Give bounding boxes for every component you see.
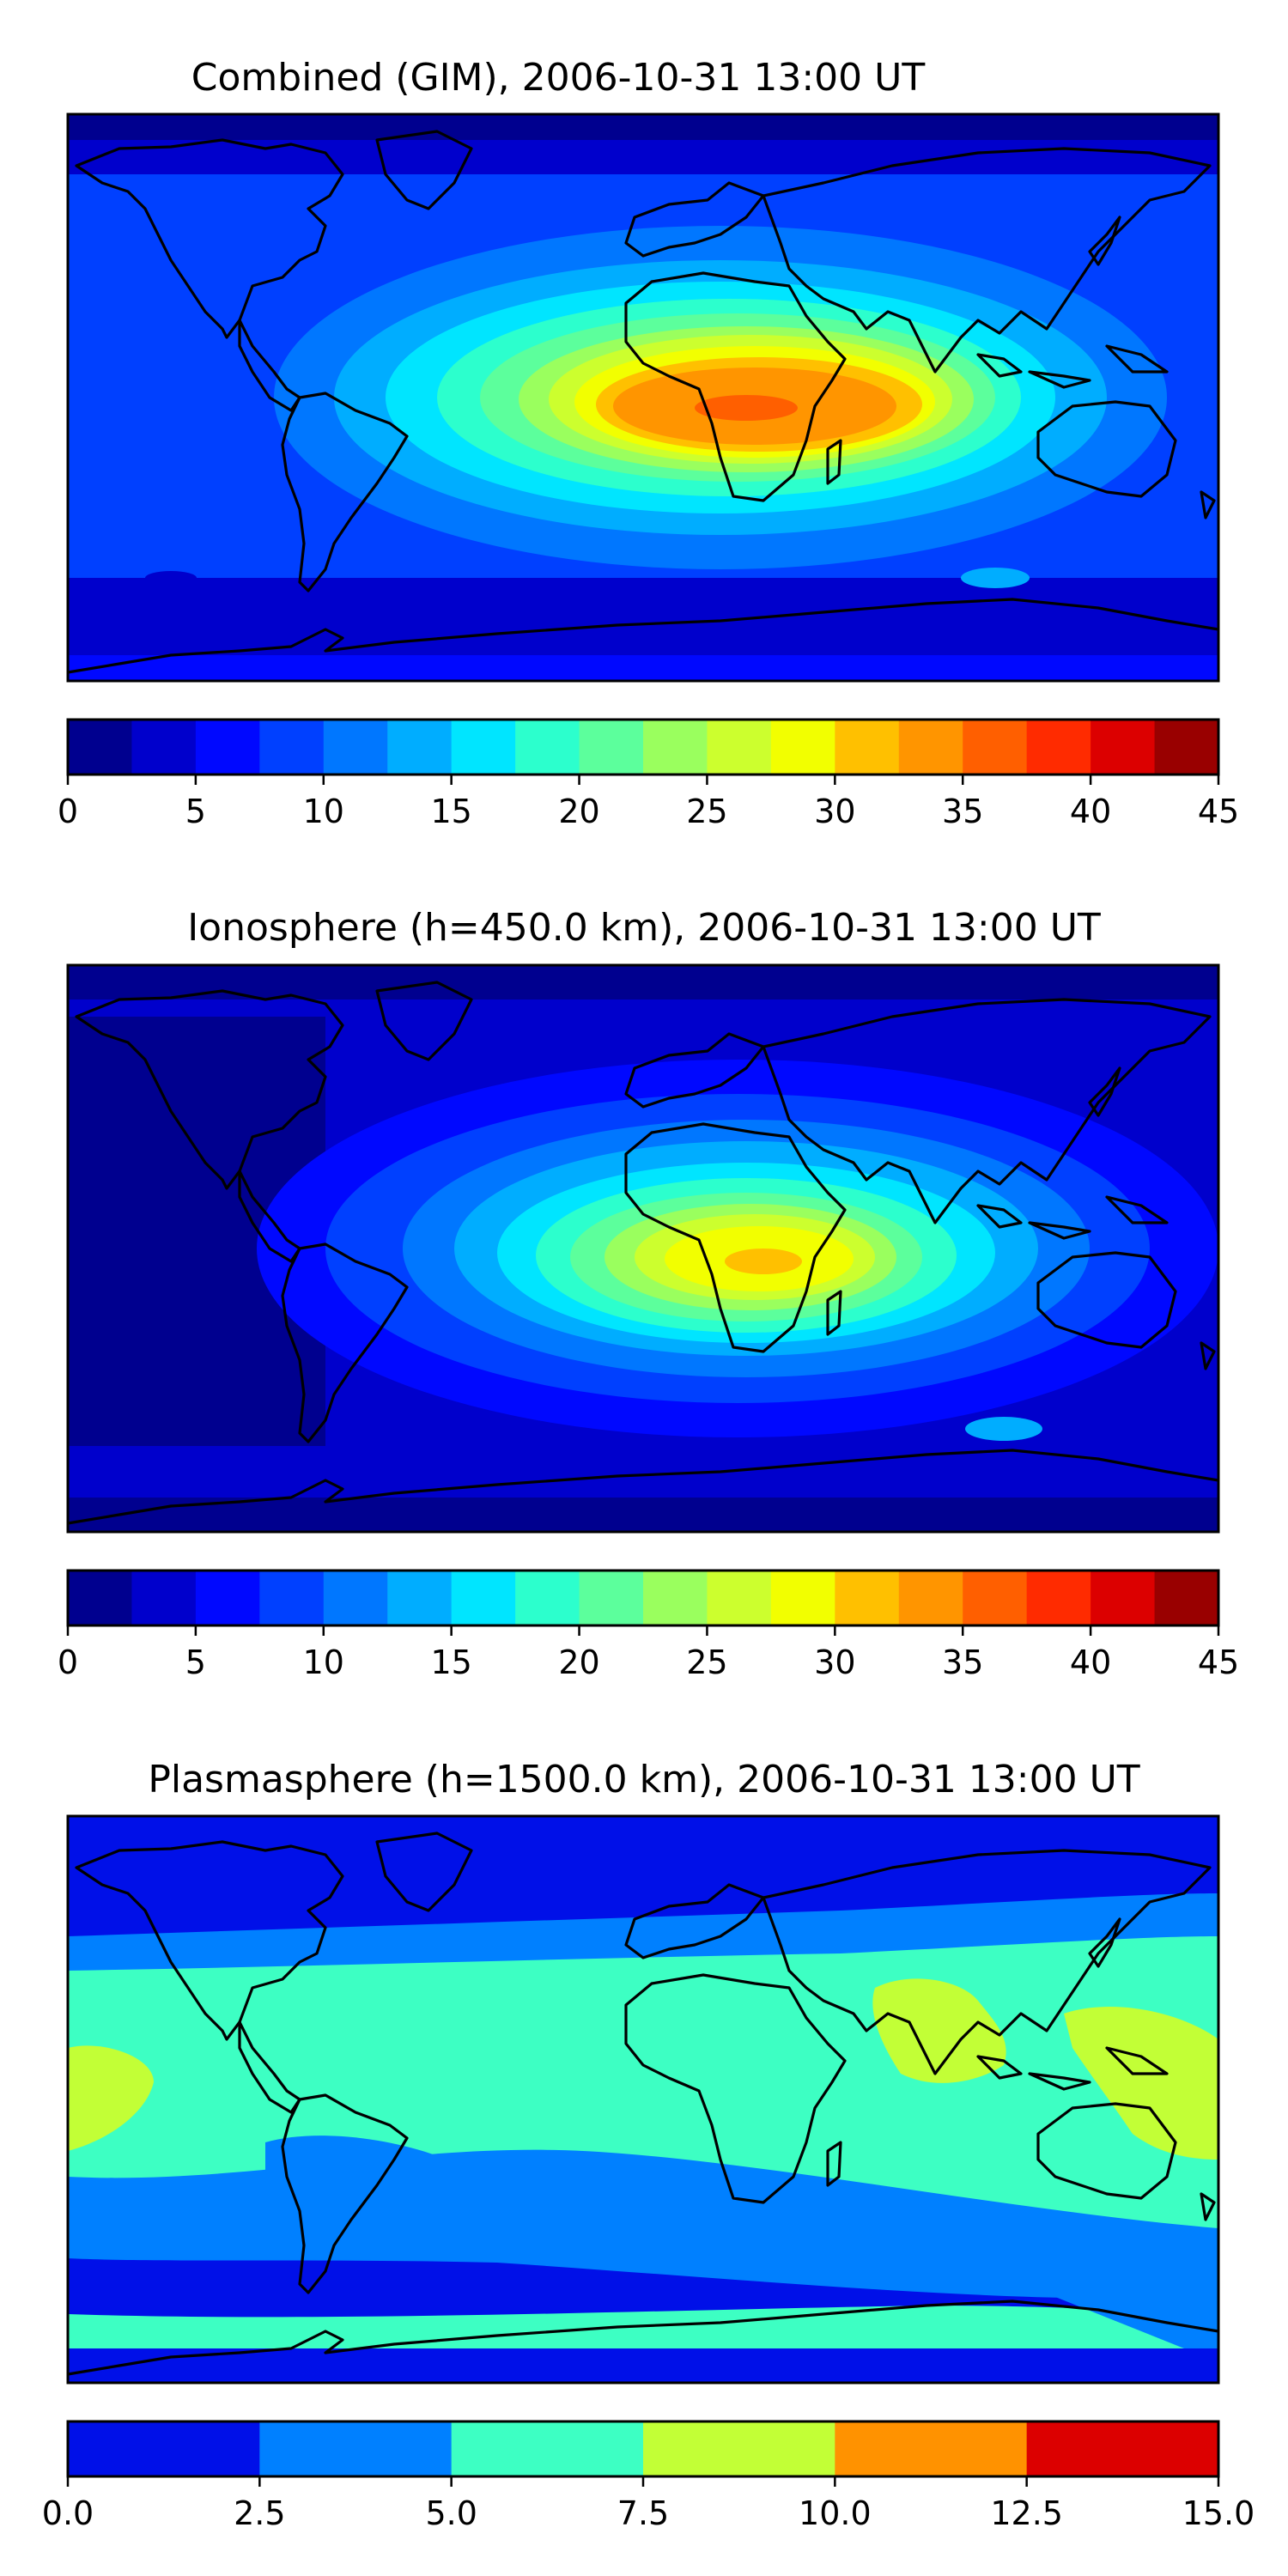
colorbar-segment — [259, 2421, 453, 2476]
colorbar-tick-label: 15 — [430, 793, 471, 830]
colorbar-tick-label: 35 — [942, 793, 983, 830]
colorbar-segment — [643, 720, 708, 775]
colorbar-segment — [451, 2421, 644, 2476]
colorbar-tick-label: 10.0 — [799, 2494, 872, 2532]
colorbar-tick-label: 0 — [58, 793, 78, 830]
colorbar-tick-label: 5.0 — [425, 2494, 477, 2532]
colorbar-tick-label: 10 — [303, 793, 344, 830]
colorbar-segment — [1026, 720, 1091, 775]
colorbar-tick-label: 25 — [686, 793, 727, 830]
colorbar-segment — [898, 1571, 963, 1625]
colorbar-segment — [387, 720, 453, 775]
colorbar-segment — [515, 720, 580, 775]
colorbar-tick-label: 5 — [185, 1643, 206, 1681]
colorbar-tick-label: 40 — [1070, 793, 1111, 830]
colorbar-segment — [259, 720, 325, 775]
colorbar-tick-label: 10 — [303, 1643, 344, 1681]
colorbar-segment — [963, 720, 1028, 775]
colorbar: 0 5 10 15 20 25 30 35 40 45 — [58, 1569, 1239, 1681]
colorbar-tick-label: 7.5 — [617, 2494, 669, 2532]
panel-ionosphere: Ionosphere (h=450.0 km), 2006-10-31 13:0… — [58, 906, 1239, 1681]
colorbar-tick-label: 15 — [430, 1643, 471, 1681]
colorbar-segment — [1091, 720, 1156, 775]
colorbar-segment — [68, 720, 132, 775]
colorbar-segment — [835, 720, 900, 775]
colorbar-segment — [195, 720, 260, 775]
colorbar-tick-label: 35 — [942, 1643, 983, 1681]
colorbar-segment — [707, 720, 772, 775]
map-area — [66, 112, 1220, 683]
colorbar-segment — [515, 1571, 580, 1625]
colorbar-tick-label: 30 — [814, 1643, 855, 1681]
colorbar-segment — [131, 720, 197, 775]
colorbar-tick-label: 40 — [1070, 1643, 1111, 1681]
colorbar-segment — [195, 1571, 260, 1625]
colorbar-segment — [643, 2421, 835, 2476]
colorbar-tick-label: 0.0 — [42, 2494, 94, 2532]
colorbar-segment — [68, 2421, 260, 2476]
map-area — [66, 963, 1220, 1534]
colorbar-tick-label: 12.5 — [990, 2494, 1063, 2532]
colorbar-segment — [1091, 1571, 1156, 1625]
colorbar-segment — [1026, 1571, 1091, 1625]
colorbar-segment — [770, 720, 835, 775]
colorbar-segment — [963, 1571, 1028, 1625]
colorbar-segment — [68, 1571, 132, 1625]
colorbar-tick-label: 2.5 — [234, 2494, 285, 2532]
colorbar-segment — [579, 1571, 644, 1625]
colorbar-tick-label: 20 — [558, 793, 599, 830]
colorbar-segment — [835, 2421, 1028, 2476]
colorbar-tick-label: 45 — [1198, 1643, 1239, 1681]
colorbar-segment — [643, 1571, 708, 1625]
colorbar-tick-label: 15.0 — [1182, 2494, 1255, 2532]
colorbar-segment — [1154, 1571, 1219, 1625]
colorbar-tick-label: 5 — [185, 793, 206, 830]
colorbar: 0.0 2.5 5.0 7.5 10.0 12.5 15.0 — [42, 2420, 1255, 2532]
colorbar-segment — [898, 720, 963, 775]
colorbar-segment — [1154, 720, 1219, 775]
colorbar-segment — [835, 1571, 900, 1625]
colorbar-segment — [451, 1571, 516, 1625]
colorbar-tick-label: 25 — [686, 1643, 727, 1681]
colorbar-frame — [66, 1569, 1220, 1627]
panel-title: Combined (GIM), 2006-10-31 13:00 UT — [191, 56, 926, 100]
colorbar-frame — [66, 718, 1220, 776]
colorbar-segment — [323, 1571, 388, 1625]
colorbar-segment — [131, 1571, 197, 1625]
panel-plasmasphere: Plasmasphere (h=1500.0 km), 2006-10-31 1… — [42, 1758, 1255, 2532]
colorbar-tick-label: 20 — [558, 1643, 599, 1681]
colorbar-segment — [707, 1571, 772, 1625]
colorbar-segment — [259, 1571, 325, 1625]
map-area — [66, 1814, 1220, 2385]
panel-title: Plasmasphere (h=1500.0 km), 2006-10-31 1… — [148, 1758, 1139, 1801]
colorbar-tick-label: 45 — [1198, 793, 1239, 830]
colorbar-segment — [451, 720, 516, 775]
colorbar-segment — [770, 1571, 835, 1625]
colorbar: 0 5 10 15 20 25 30 35 40 45 — [58, 718, 1239, 830]
panel-title: Ionosphere (h=450.0 km), 2006-10-31 13:0… — [187, 906, 1101, 950]
colorbar-segment — [387, 1571, 453, 1625]
colorbar-tick-label: 0 — [58, 1643, 78, 1681]
colorbar-segment — [323, 720, 388, 775]
colorbar-segment — [579, 720, 644, 775]
colorbar-segment — [1026, 2421, 1219, 2476]
colorbar-tick-label: 30 — [814, 793, 855, 830]
